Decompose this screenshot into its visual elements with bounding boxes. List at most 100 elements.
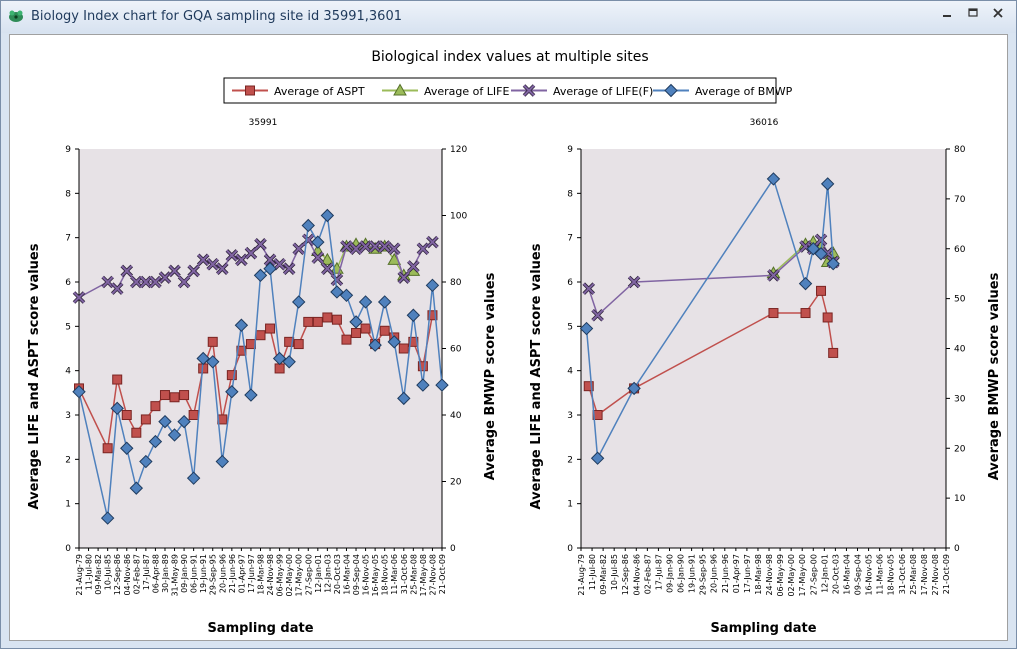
data-point — [150, 401, 161, 412]
x-tick-label: 20-Oct-03 — [831, 554, 840, 594]
x-tick-label: 16-Mar-04 — [842, 554, 851, 595]
right-tick-label: 80 — [450, 278, 462, 288]
left-tick-label: 1 — [65, 500, 71, 510]
x-tick-label: 24-Nov-98 — [266, 554, 275, 596]
data-point — [406, 308, 421, 322]
minimize-button[interactable] — [937, 7, 957, 25]
series-3 — [579, 172, 840, 465]
data-point — [121, 410, 132, 420]
data-point-inner — [378, 240, 391, 253]
x-tick-label: 16-Nov-05 — [362, 554, 371, 596]
maximize-button[interactable] — [963, 7, 983, 25]
data-point-inner — [73, 291, 85, 304]
data-point — [263, 261, 277, 276]
left-axis-title: Average LIFE and ASPT score values — [529, 243, 544, 509]
x-tick-label: 09-Mar-82 — [94, 554, 103, 595]
x-tick-label: 24-Nov-98 — [765, 554, 774, 596]
data-point — [368, 338, 382, 352]
left-axis-title: Average LIFE and ASPT score values — [27, 243, 42, 509]
window-title: Biology Index chart for GQA sampling sit… — [31, 9, 402, 24]
x-tick-label: 25-Mar-08 — [909, 554, 918, 595]
chart-title: Biological index values at multiple site… — [371, 49, 648, 65]
data-point — [265, 323, 276, 334]
data-point-inner — [293, 243, 305, 255]
legend: Average of ASPT Average of LIFE Average of… — [223, 77, 793, 104]
x-tick-label: 06-Jan-90 — [677, 554, 686, 593]
data-point — [102, 443, 113, 454]
data-point — [427, 310, 438, 321]
x-tick-label: 16-Mar-04 — [342, 554, 351, 595]
panel-title: 36016 — [750, 118, 779, 128]
data-point — [253, 268, 268, 283]
data-point — [798, 276, 813, 291]
x-axis-title: Sampling date — [207, 621, 313, 636]
data-point — [341, 334, 352, 345]
data-point-inner — [350, 243, 362, 255]
x-tick-label: 30-Jan-89 — [161, 554, 170, 593]
data-point-inner — [767, 269, 780, 282]
data-point-inner — [388, 243, 400, 255]
data-point — [800, 308, 811, 319]
left-tick-label: 4 — [65, 367, 71, 377]
legend-swatch-marker — [245, 85, 255, 96]
right-tick-label: 100 — [450, 212, 467, 222]
minimize-icon — [943, 15, 951, 17]
x-tick-label: 09-Sep-04 — [854, 554, 863, 595]
x-tick-label: 17-Nov-08 — [920, 554, 929, 596]
data-point — [158, 414, 172, 429]
right-tick-label: 20 — [954, 444, 966, 454]
chart-panel-36016: 36016 0 1 2 3 4 5 6 7 8 9 0 10 20 30 40 50 60 70 80 21-Aug-7… — [529, 118, 1002, 636]
x-tick-label: 20-Jun-96 — [218, 554, 227, 593]
plot-background — [581, 149, 946, 548]
panel-title: 35991 — [249, 118, 278, 128]
data-point — [339, 288, 354, 303]
x-tick-label: 27-Nov-08 — [428, 554, 437, 596]
data-point-inner — [283, 262, 295, 275]
data-point-inner — [245, 247, 257, 259]
close-button[interactable] — [988, 7, 1008, 25]
data-point-inner — [583, 282, 595, 295]
x-tick-label: 20-Jun-96 — [710, 554, 719, 593]
x-tick-label: 31-Oct-06 — [898, 554, 907, 594]
app-icon — [9, 10, 23, 22]
x-tick-label: 17-May-08 — [419, 554, 428, 597]
data-point-inner — [168, 265, 181, 277]
x-tick-label: 12-Sep-86 — [113, 554, 122, 595]
data-point — [110, 401, 124, 416]
data-point-inner — [426, 236, 439, 248]
data-point — [236, 345, 247, 356]
data-point — [627, 381, 641, 396]
x-tick-label: 31-Oct-06 — [400, 554, 409, 594]
right-tick-label: 50 — [954, 295, 966, 305]
legend-swatch-marker-inner — [523, 84, 535, 97]
data-point-inner — [815, 234, 827, 246]
x-tick-label: 27-Sep-00 — [809, 554, 818, 595]
x-tick-label: 27-Nov-08 — [931, 554, 940, 596]
left-tick-label: 0 — [567, 544, 573, 554]
data-point-inner — [369, 240, 381, 253]
data-point-inner — [235, 254, 248, 266]
data-point — [322, 312, 333, 323]
right-tick-label: 70 — [954, 195, 966, 205]
data-point — [312, 316, 323, 327]
data-point-inner — [302, 234, 314, 246]
chart-canvas: Biological index values at multiple site… — [27, 49, 1002, 636]
data-point — [129, 481, 144, 495]
x-tick-label: 10-Jul-85 — [610, 554, 619, 590]
data-point — [255, 330, 266, 341]
data-point — [186, 471, 201, 485]
legend-label: Average of BMWP — [695, 85, 793, 98]
x-tick-label: 06-May-99 — [276, 554, 285, 597]
right-tick-label: 40 — [450, 411, 462, 421]
title-bar[interactable]: Biology Index chart for GQA sampling sit… — [1, 1, 1016, 33]
data-point — [806, 242, 820, 256]
x-tick-label: 04-Nov-86 — [632, 554, 641, 596]
legend-swatch-marker — [393, 83, 407, 96]
data-point — [822, 312, 833, 323]
data-point — [320, 252, 335, 265]
data-point — [820, 177, 835, 191]
x-tick-label: 21-Jun-96 — [721, 554, 730, 593]
data-point — [331, 314, 342, 325]
